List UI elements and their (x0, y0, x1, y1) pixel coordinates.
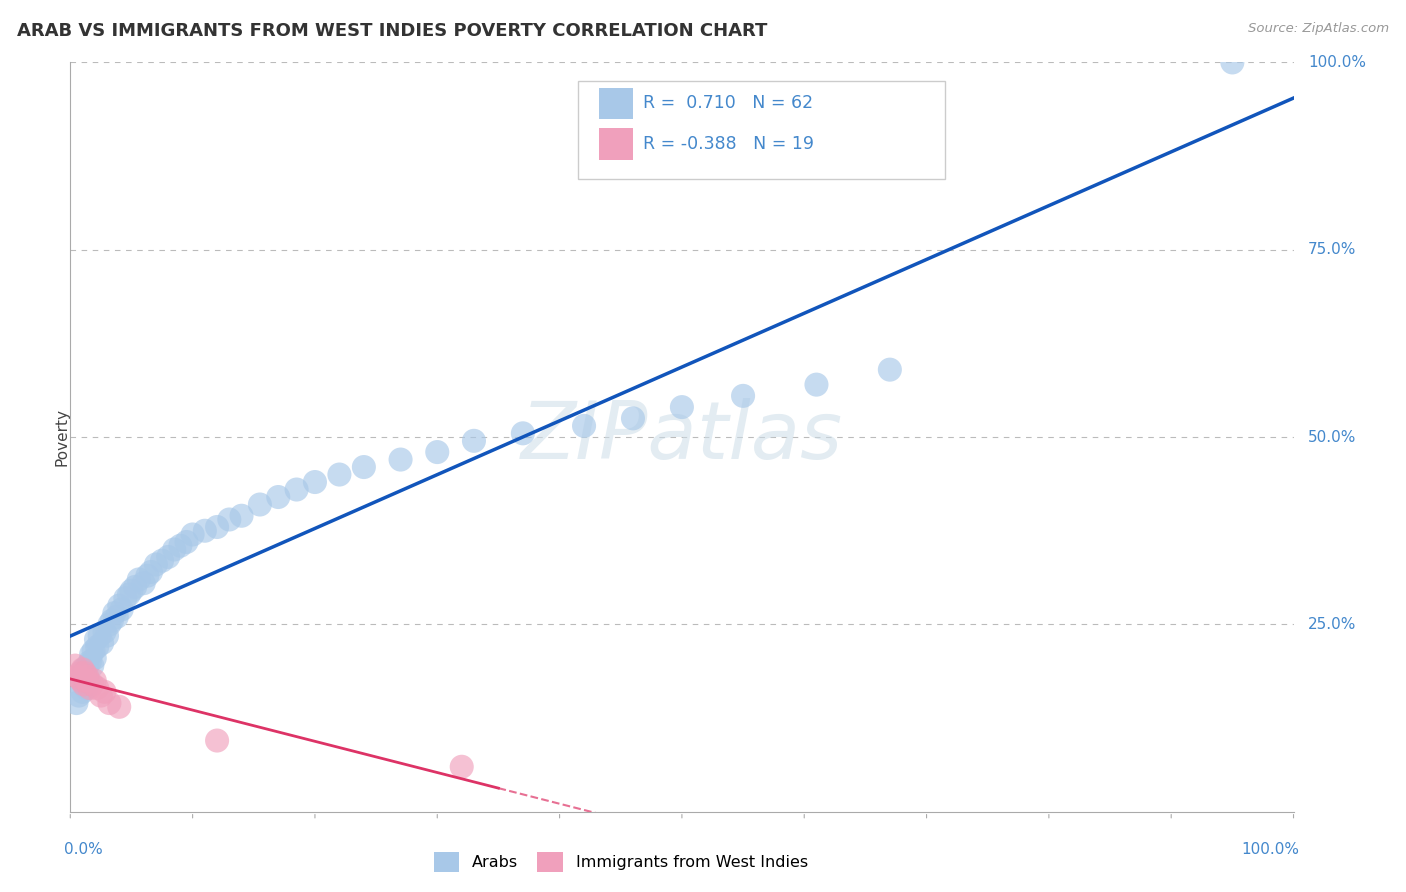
Point (67, 689, 90, 703)
Point (105, 610, 128, 624)
Point (114, 591, 136, 606)
Point (132, 576, 155, 591)
Point (77, 673, 100, 688)
Point (75, 673, 97, 688)
Point (426, 445, 449, 459)
Point (169, 539, 191, 553)
Point (73, 662, 96, 676)
Point (108, 699, 131, 714)
FancyBboxPatch shape (599, 87, 633, 120)
Point (304, 475, 326, 489)
Point (72, 662, 94, 676)
Point (76, 658, 98, 673)
Point (512, 426, 534, 441)
Point (82, 658, 104, 673)
Point (118, 587, 141, 601)
Point (128, 573, 150, 587)
Point (194, 524, 217, 538)
Text: R =  0.710   N = 62: R = 0.710 N = 62 (643, 95, 813, 112)
Point (249, 498, 271, 512)
Point (73, 677, 96, 691)
Point (733, 389, 755, 403)
Point (90, 689, 112, 703)
Point (79, 655, 101, 669)
Point (79, 681, 101, 695)
Point (101, 614, 124, 628)
Text: 100.0%: 100.0% (1308, 55, 1367, 70)
Point (84, 632, 107, 647)
Point (93, 624, 115, 639)
Point (89, 629, 111, 643)
Point (70, 673, 93, 688)
Point (83, 673, 105, 688)
Text: Source: ZipAtlas.com: Source: ZipAtlas.com (1249, 22, 1389, 36)
Point (671, 400, 693, 414)
Point (463, 434, 485, 448)
Point (150, 554, 173, 568)
Text: ZIPatlas: ZIPatlas (520, 398, 844, 476)
Point (80, 648, 103, 662)
Text: 75.0%: 75.0% (1308, 243, 1357, 257)
Point (136, 568, 159, 582)
Point (73, 666, 96, 681)
Point (108, 599, 131, 613)
Point (139, 565, 162, 579)
Point (218, 512, 240, 526)
Point (450, 760, 472, 774)
Point (98, 617, 121, 632)
Point (93, 685, 115, 699)
Point (72, 685, 94, 699)
Text: 0.0%: 0.0% (65, 842, 103, 856)
Text: ARAB VS IMMIGRANTS FROM WEST INDIES POVERTY CORRELATION CHART: ARAB VS IMMIGRANTS FROM WEST INDIES POVE… (17, 22, 768, 40)
Point (70, 673, 93, 688)
Point (83, 651, 105, 665)
Point (328, 467, 350, 482)
Point (621, 411, 644, 425)
Point (572, 418, 595, 433)
Point (98, 696, 121, 710)
Point (83, 643, 105, 657)
Point (176, 535, 198, 549)
Point (91, 636, 114, 650)
Point (76, 670, 98, 684)
Point (205, 520, 228, 534)
Point (181, 527, 204, 541)
Point (124, 580, 146, 594)
Point (111, 602, 134, 616)
Point (63, 658, 86, 673)
Point (86, 640, 108, 654)
Point (82, 677, 104, 691)
Point (66, 670, 89, 684)
Point (65, 696, 87, 710)
Point (231, 508, 253, 523)
Point (96, 629, 118, 643)
Point (157, 549, 180, 564)
Point (267, 490, 290, 504)
Point (353, 460, 375, 475)
Point (121, 583, 143, 598)
Point (75, 681, 97, 695)
Point (86, 681, 108, 695)
Point (389, 452, 412, 467)
Point (73, 670, 96, 684)
Point (806, 377, 828, 392)
Point (145, 558, 167, 572)
Text: 25.0%: 25.0% (1308, 617, 1357, 632)
Point (205, 733, 228, 747)
Point (285, 483, 308, 497)
Point (69, 666, 91, 681)
FancyBboxPatch shape (599, 128, 633, 160)
Point (103, 606, 125, 620)
Point (163, 542, 186, 557)
Point (879, 362, 901, 376)
Y-axis label: Poverty: Poverty (55, 408, 69, 467)
Text: 100.0%: 100.0% (1241, 842, 1299, 856)
FancyBboxPatch shape (578, 81, 945, 178)
Text: R = -0.388   N = 19: R = -0.388 N = 19 (643, 135, 814, 153)
Legend: Arabs, Immigrants from West Indies: Arabs, Immigrants from West Indies (427, 846, 814, 879)
Text: 50.0%: 50.0% (1308, 430, 1357, 444)
Point (1220, 55, 1243, 70)
